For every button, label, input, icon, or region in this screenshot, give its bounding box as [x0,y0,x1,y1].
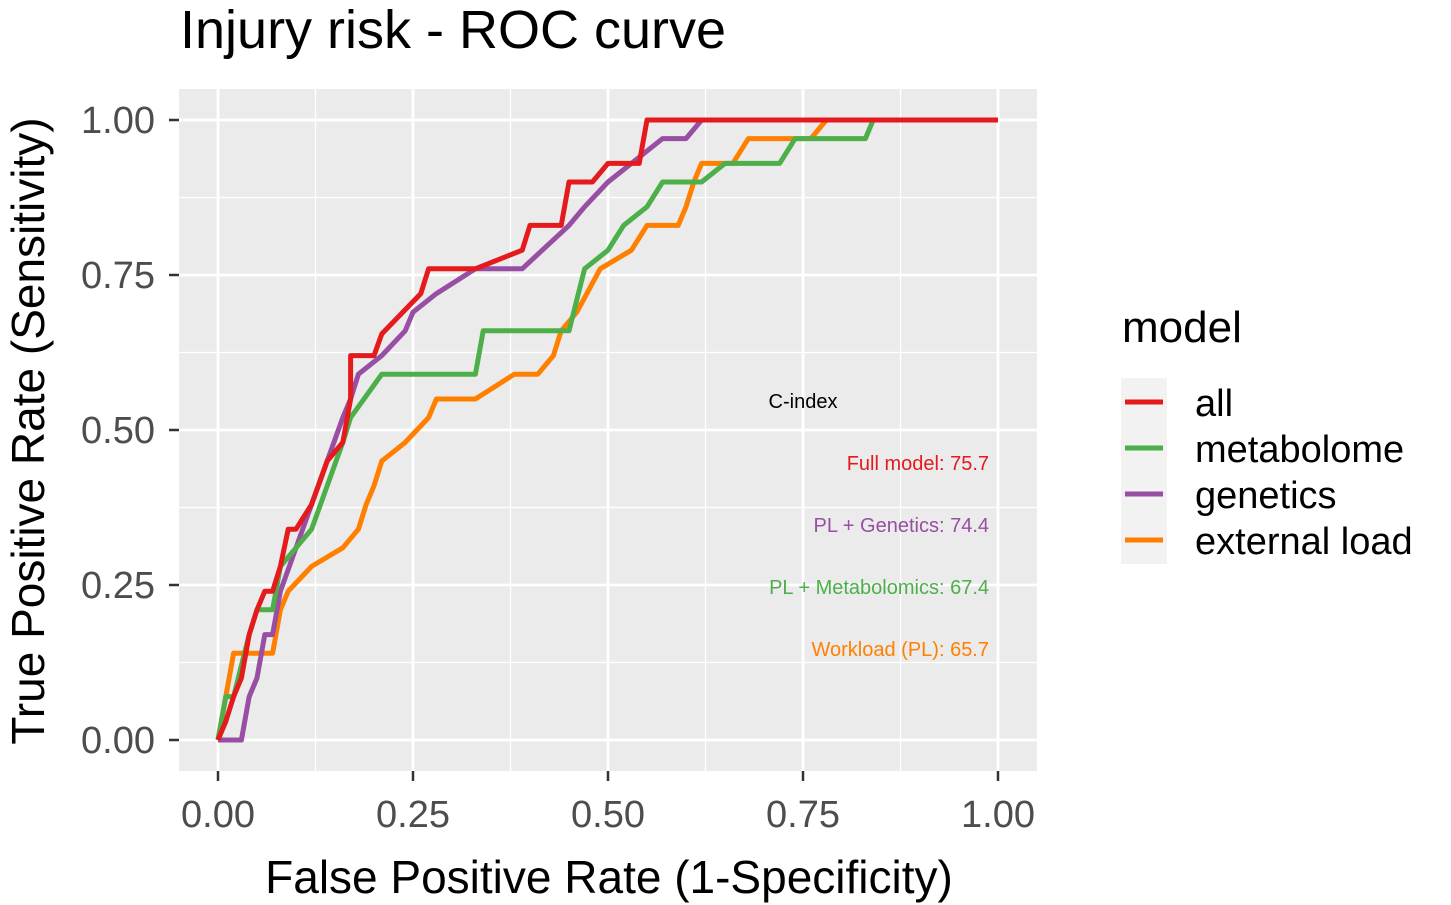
series-line-external-load [215,117,998,741]
c-index-label: PL + Genetics: 74.4 [814,515,989,537]
series-line-all [215,117,998,741]
x-axis-label: False Positive Rate (1-Specificity) [265,851,953,903]
legend-label: metabolome [1195,429,1404,471]
x-tick-label: 0.25 [376,794,450,836]
legend-label: all [1195,383,1233,425]
x-tick-label: 0.50 [571,794,645,836]
y-tick-label: 1.00 [81,100,155,142]
legend-key-background [1121,378,1167,564]
y-tick-label: 0.50 [81,410,155,452]
y-axis-label: True Positive Rate (Sensitivity) [2,117,54,744]
y-tick-label: 0.00 [81,720,155,762]
c-index-label: PL + Metabolomics: 67.4 [769,577,989,599]
legend-label: genetics [1195,475,1337,517]
c-index-header: C-index [769,391,838,413]
c-index-label: Workload (PL): 65.7 [812,639,990,661]
legend-label: external load [1195,521,1413,563]
c-index-annotations: C-index Full model: 75.7 PL + Genetics: 74… [769,391,989,661]
x-tick-label: 1.00 [961,794,1035,836]
plot-area [179,89,1037,771]
x-tick-label: 0.75 [766,794,840,836]
y-axis: 0.00 0.25 0.50 0.75 1.00 [81,100,179,762]
c-index-label: Full model: 75.7 [847,453,989,475]
x-tick-label: 0.00 [181,794,255,836]
x-axis: 0.00 0.25 0.50 0.75 1.00 [181,771,1035,836]
chart-title: Injury risk - ROC curve [180,0,726,60]
legend-title: model [1122,303,1242,352]
series-line-metabolome [215,117,998,741]
y-tick-label: 0.75 [81,255,155,297]
y-tick-label: 0.25 [81,565,155,607]
series-line-genetics [218,117,998,743]
